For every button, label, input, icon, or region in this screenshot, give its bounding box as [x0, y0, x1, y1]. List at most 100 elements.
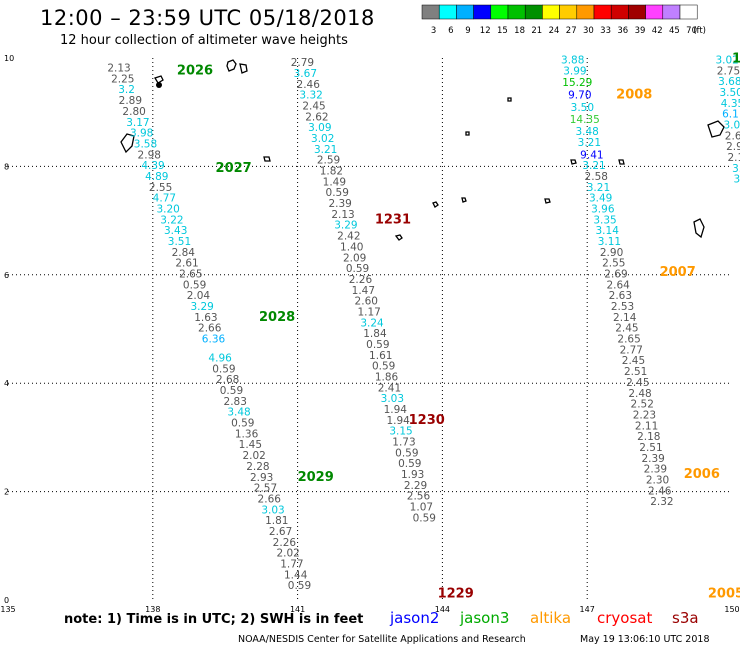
wave-height-value: 3.07	[723, 119, 740, 131]
wave-height-value: 3.68	[718, 76, 740, 88]
wave-height-value: 2.41	[378, 382, 401, 394]
wave-height-value: 0.59	[346, 263, 369, 275]
wave-height-value: 2.51	[639, 442, 662, 454]
wave-height-value: 1.47	[352, 285, 375, 297]
wave-height-value: 3.32	[299, 90, 322, 102]
wave-height-value: 3.2	[118, 84, 135, 96]
wave-height-value: 2.55	[602, 258, 625, 270]
wave-height-value: 2.77	[620, 344, 643, 356]
wave-height-value: 3.88	[561, 54, 584, 66]
wave-height-value: 2.11	[635, 420, 658, 432]
wave-height-value: 3.29	[334, 220, 357, 232]
pass-time-label: 2026	[177, 63, 213, 78]
scale-unit: (ft)	[693, 26, 706, 36]
wave-height-value: 2.60	[355, 296, 378, 308]
wave-height-value: 0.59	[372, 361, 395, 373]
wave-height-value: 0.59	[220, 385, 243, 397]
island-dot	[156, 82, 162, 88]
wave-height-value: 1.82	[320, 166, 343, 178]
wave-height-value: 3.03	[261, 504, 284, 516]
wave-height-value: 2.58	[585, 171, 608, 183]
wave-height-value: 3.11	[598, 236, 621, 248]
wave-height-value: 3.09	[308, 122, 331, 134]
wave-height-value: 4.89	[145, 171, 168, 183]
wave-height-value: 2.53	[611, 301, 634, 313]
wave-height-value: 3.50	[571, 102, 594, 114]
wave-height-value: 0.59	[212, 363, 235, 375]
wave-height-value: 2.26	[273, 537, 297, 549]
wave-height-value: 0.59	[395, 447, 418, 459]
wave-height-value: 2.13	[107, 63, 130, 75]
wave-height-value: 2.26	[349, 274, 373, 286]
wave-height-value: 2.62	[305, 111, 328, 123]
pass-time-label: 2028	[259, 310, 295, 325]
wave-height-value: 1.81	[265, 515, 288, 527]
wave-height-value: 2.68	[216, 374, 239, 386]
wave-height-value: 9.41	[580, 149, 603, 161]
wave-height-value: 1.84	[363, 328, 387, 340]
lat-tick-label: 4	[4, 379, 9, 388]
wave-height-value: 2.55	[149, 182, 172, 194]
wave-height-value: 1.49	[323, 176, 346, 188]
wave-height-value: 3.20	[156, 203, 179, 215]
coastline-shape	[465, 131, 470, 136]
scale-label: 3	[431, 26, 436, 36]
wave-height-value: 4.39	[141, 160, 164, 172]
lon-tick-label: 144	[435, 605, 450, 614]
wave-height-value: 1.45	[239, 439, 262, 451]
wave-height-value: 2.65	[617, 334, 640, 346]
wave-height-value: 2.80	[122, 106, 145, 118]
scale-label: 6	[448, 26, 453, 36]
color-scale-legend: 3 6 9 12 15 18 21 24 27 30 33 36 39 42 45 70(ft)	[421, 4, 706, 36]
wave-height-value: 2.09	[343, 252, 366, 264]
scale-label: 12	[480, 26, 491, 36]
pass-time-label: 2029	[298, 470, 334, 485]
wave-height-value: 14.35	[570, 114, 600, 126]
wave-height-value: 2.75	[717, 65, 740, 77]
wave-height-value: 1.63	[194, 312, 217, 324]
pass-time-label: 2027	[216, 161, 252, 176]
wave-height-value: 2.39	[644, 464, 667, 476]
credit-line: NOAA/NESDIS Center for Satellite Applica…	[238, 634, 526, 645]
wave-height-value: 1.86	[375, 371, 399, 383]
lat-tick-label: 2	[4, 488, 9, 497]
coastline-shape	[570, 159, 577, 165]
pass-time-label: 1229	[438, 586, 474, 601]
coastline-shape	[507, 97, 512, 102]
wave-height-value: 1.94	[384, 404, 408, 416]
lon-tick-label: 150	[724, 605, 739, 614]
lat-tick-label: 8	[4, 162, 9, 171]
wave-height-value: 0.59	[288, 580, 311, 592]
page-title: 12:00 – 23:59 UTC 05/18/2018	[40, 6, 375, 30]
coastline-shape	[544, 198, 551, 204]
wave-height-value: 2.64	[725, 130, 740, 142]
pass-time-label: 2006	[684, 467, 720, 482]
scale-label: 70	[686, 26, 697, 36]
scale-label: 15	[497, 26, 508, 36]
coastline-shape	[394, 234, 403, 241]
wave-height-value: 15.29	[562, 77, 592, 89]
wave-height-value: 2.93	[250, 472, 273, 484]
wave-height-value: 3.67	[294, 68, 317, 80]
wave-height-value: 3.14	[596, 225, 620, 237]
satellite-pass-1: 2.132.253.22.892.803.173.983.582.984.394…	[107, 63, 333, 593]
wave-height-value: 2.52	[631, 399, 654, 411]
wave-height-value: 3.49	[589, 193, 612, 205]
wave-height-value: 2.30	[646, 474, 669, 486]
wave-height-value: 2.29	[404, 480, 427, 492]
lat-tick-label: 10	[4, 54, 14, 63]
generated-timestamp: May 19 13:06:10 UTC 2018	[580, 634, 710, 645]
scale-label: 36	[617, 26, 628, 36]
wave-height-value: 2.61	[175, 258, 198, 270]
scale-label: 27	[566, 26, 577, 36]
wave-height-value: 2.13	[331, 209, 354, 221]
wave-height-value: 2.63	[609, 290, 632, 302]
scale-label: 9	[465, 26, 470, 36]
wave-height-value: 2.45	[626, 377, 649, 389]
satellite-name-s3a: s3a	[672, 609, 699, 627]
wave-height-value: 3.22	[160, 214, 183, 226]
lon-tick-label: 138	[145, 605, 160, 614]
wave-height-value: 3.98	[130, 128, 153, 140]
wave-height-value: 1.40	[340, 241, 363, 253]
wave-height-value: 1.07	[410, 502, 433, 514]
